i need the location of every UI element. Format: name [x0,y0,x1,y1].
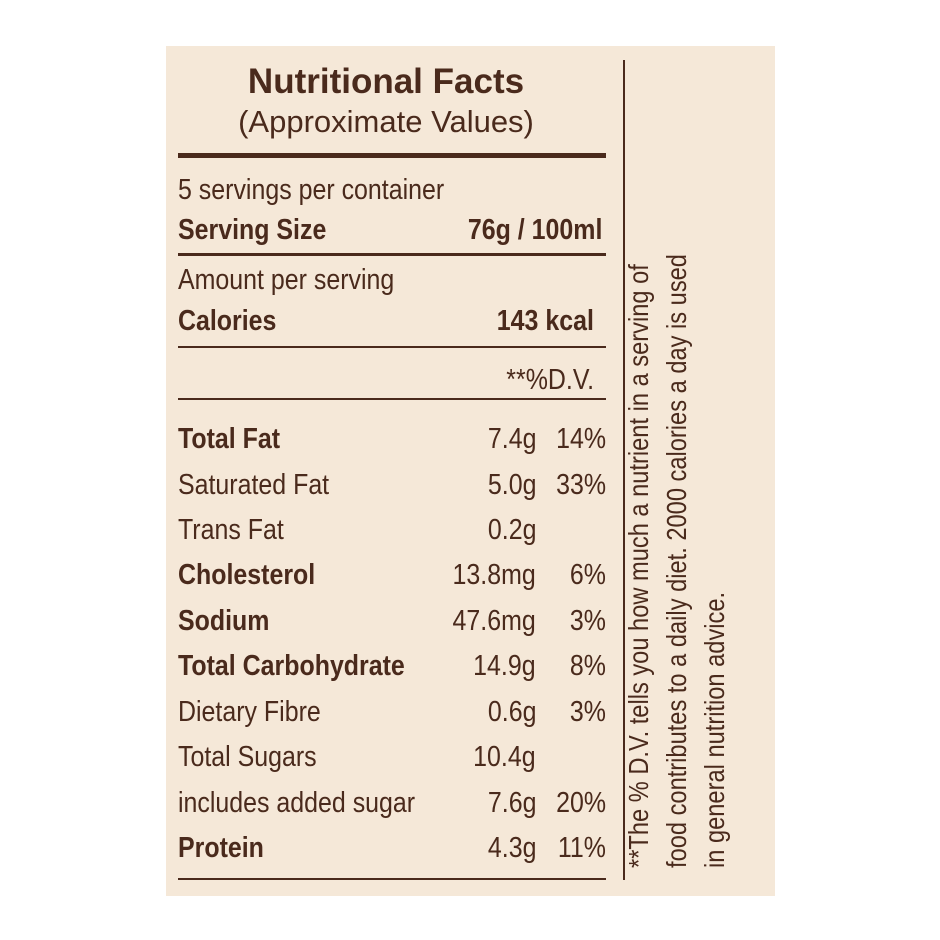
nutrition-label: Nutritional Facts (Approximate Values) 5… [166,46,775,896]
nutrient-amount: 0.6g [487,696,536,728]
nutrient-name: Sodium [178,605,270,637]
amount-per-serving: Amount per serving [178,264,395,296]
nutrient-name: Total Carbohydrate [178,650,405,682]
dv-header: **%D.V. [506,364,594,396]
nutrient-dv [536,513,606,547]
nutrient-dv: 33% [556,469,606,501]
nutrient-name: Saturated Fat [178,469,330,501]
divider-bottom [178,878,606,880]
nutrient-name: Total Fat [178,423,281,455]
nutrient-name: Total Sugars [178,741,317,773]
nutrient-amount: 14.9g [473,650,536,682]
dv-footnote: **The % D.V. tells you how much a nutrie… [620,68,734,868]
nutrient-name: Cholesterol [178,559,316,591]
nutrient-amount: 4.3g [487,832,536,864]
nutrient-dv: 3% [569,605,606,637]
serving-size-label: Serving Size [178,214,327,246]
nutrient-dv: 6% [569,559,606,591]
label-title: Nutritional Facts [247,62,525,101]
nutrient-dv: 11% [557,832,606,864]
nutrient-dv: 20% [556,787,606,819]
calories-label: Calories [178,305,277,337]
nutrient-name: Trans Fat [178,514,284,546]
nutrient-amount: 13.8mg [452,559,536,591]
footnote-line-2: food contributes to a daily diet. 2000 c… [661,254,692,868]
nutrient-amount: 47.6mg [452,605,536,637]
nutrient-amount: 0.2g [487,514,536,546]
nutrient-amount: 7.4g [487,423,536,455]
divider-serving [178,253,606,256]
serving-size-value: 76g / 100ml [467,214,602,246]
footnote-line-1: **The % D.V. tells you how much a nutrie… [623,264,654,868]
calories-value: 143 kcal [496,305,594,337]
nutrient-dv: 3% [569,696,606,728]
label-subtitle: (Approximate Values) [238,104,534,139]
footnote-line-3: in general nutrition advice. [699,591,730,868]
nutrient-amount: 7.6g [487,787,536,819]
nutrient-dv: 8% [569,650,606,682]
nutrient-dv: 14% [556,423,606,455]
divider-dv [178,398,606,400]
nutrient-name: Dietary Fibre [178,696,321,728]
nutrient-name: includes added sugar [178,787,416,819]
nutrient-dv [536,740,606,774]
nutrient-amount: 5.0g [487,469,536,501]
divider-calories [178,346,606,348]
divider-thick-top [178,153,606,158]
nutrient-name: Protein [178,832,264,864]
servings-per-container: 5 servings per container [178,174,445,206]
nutrient-amount: 10.4g [473,741,536,773]
divider-vertical [623,60,625,880]
